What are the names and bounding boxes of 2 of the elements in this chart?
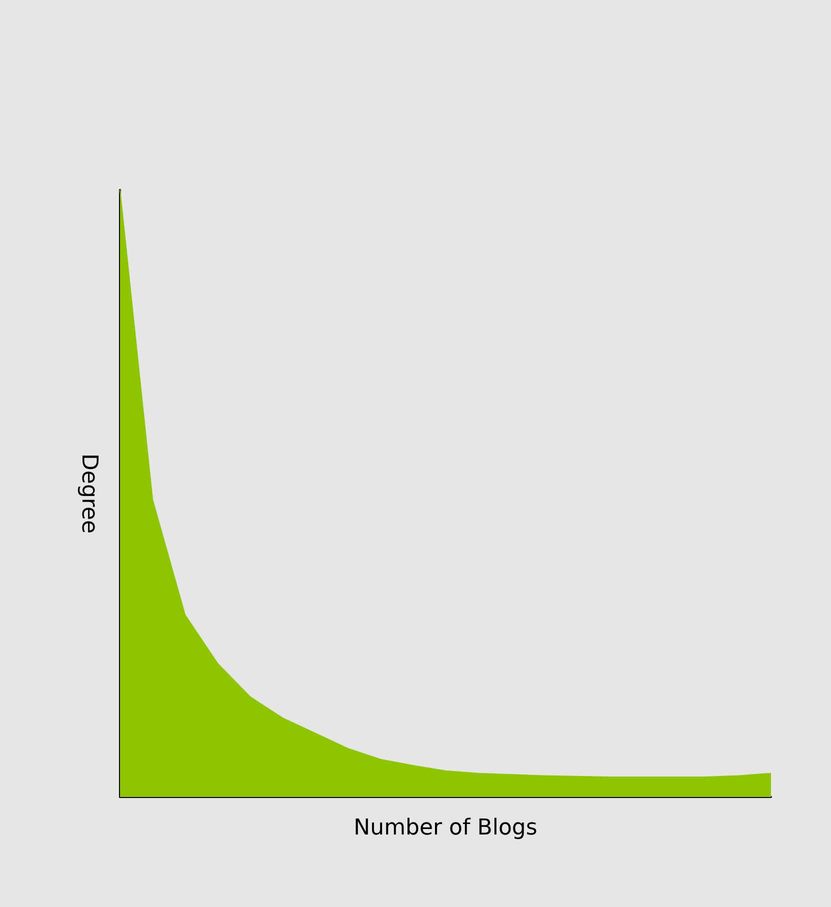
x-axis-title: Number of Blogs	[354, 816, 538, 840]
y-axis-title: Degree	[76, 453, 102, 534]
